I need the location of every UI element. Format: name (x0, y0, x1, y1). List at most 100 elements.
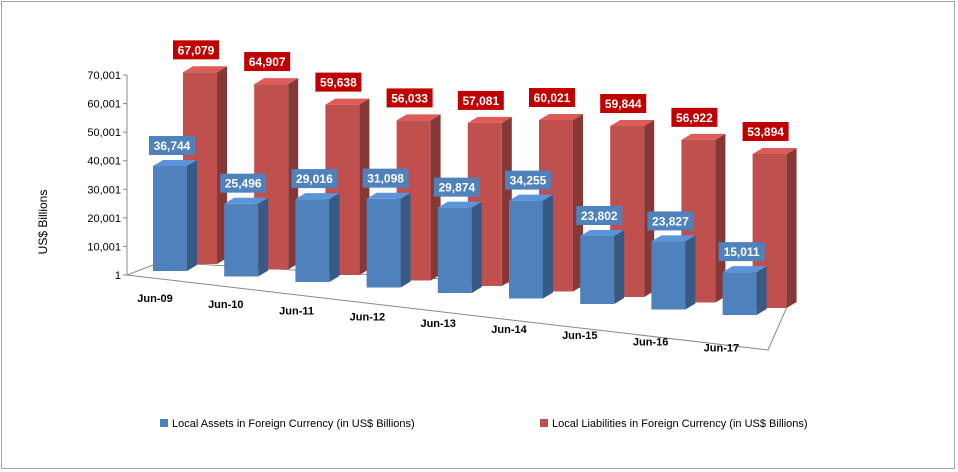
data-label-text: 29,016 (296, 172, 333, 186)
data-label-assets-Jun-13: 29,874 (433, 177, 480, 197)
data-label-bg (600, 94, 647, 114)
x-category-label: Jun-16 (633, 336, 668, 348)
bar-top-face (722, 266, 767, 273)
bar-side-face (329, 193, 340, 282)
bar-front-face (153, 166, 187, 271)
data-label-liabilities-Jun-12: 56,033 (386, 88, 433, 108)
bar-assets-Jun-13 (437, 201, 482, 293)
data-label-text: 57,081 (462, 94, 499, 108)
bar-side-face (614, 230, 625, 304)
bar-top-face (254, 78, 299, 85)
legend-label-assets: Local Assets in Foreign Currency (in US$… (172, 418, 415, 430)
data-label-text: 23,802 (581, 209, 618, 223)
data-label-liabilities-Jun-17: 53,894 (742, 122, 789, 142)
y-axis-title: US$ Billions (36, 190, 50, 255)
data-label-assets-Jun-17: 15,011 (718, 242, 765, 262)
data-label-bg (244, 52, 291, 72)
data-label-bg (433, 177, 480, 197)
data-label-bg (457, 90, 504, 110)
data-label-liabilities-Jun-13: 57,081 (457, 90, 504, 110)
x-category-label: Jun-09 (137, 293, 172, 305)
data-label-bg (220, 173, 267, 193)
bar-side-face (543, 194, 553, 299)
data-label-text: 53,894 (747, 125, 784, 139)
data-label-assets-Jun-11: 29,016 (291, 169, 338, 189)
bar-side-face (756, 266, 767, 315)
data-label-bg (315, 72, 362, 92)
x-axis-categories: Jun-09 Jun-10 Jun-11 Jun-12 Jun-13 Jun-14 Jun-… (137, 293, 739, 355)
y-tick-label: 10,001 (87, 241, 121, 253)
data-label-text: 56,922 (676, 111, 713, 125)
bar-assets-Jun-15 (580, 230, 625, 304)
bar-top-face (396, 114, 441, 121)
bar-front-face (295, 199, 330, 282)
bar-top-face (610, 120, 655, 126)
bar-assets-Jun-11 (295, 193, 340, 282)
data-label-text: 67,079 (178, 43, 215, 57)
bar-top-face (752, 148, 797, 154)
legend-swatch-assets (160, 419, 168, 427)
bar-top-face (366, 192, 411, 199)
data-label-text: 60,021 (534, 91, 571, 105)
y-axis: 1 10,001 20,001 30,001 40,001 50,001 60,001 70,… (87, 70, 128, 282)
data-label-text: 25,496 (225, 177, 262, 191)
data-label-assets-Jun-14: 34,255 (505, 170, 551, 190)
bar-top-face (681, 133, 726, 140)
legend: Local Assets in Foreign Currency (in US$… (160, 418, 808, 430)
x-category-label: Jun-15 (562, 330, 597, 342)
y-tick-label: 70,001 (87, 70, 121, 82)
bar-assets-Jun-09 (153, 160, 197, 271)
bar-top-face (224, 197, 269, 204)
legend-label-liabilities: Local Liabilities in Foreign Currency (i… (552, 418, 808, 430)
bar-front-face (651, 241, 686, 310)
bar-top-face (651, 235, 696, 242)
data-label-text: 34,255 (510, 174, 547, 188)
y-tick-label: 1 (115, 270, 121, 282)
bar-assets-Jun-10 (224, 197, 269, 277)
x-category-label: Jun-12 (350, 312, 385, 324)
bar-side-face (685, 235, 696, 310)
data-label-text: 56,033 (391, 91, 428, 105)
bar-side-face (258, 197, 269, 277)
bar-assets-Jun-12 (366, 192, 411, 288)
bar-top-face (539, 114, 583, 120)
bar-top-face (295, 193, 340, 200)
data-label-assets-Jun-12: 31,098 (362, 168, 409, 188)
data-label-assets-Jun-09: 36,744 (149, 136, 195, 156)
data-label-assets-Jun-15: 23,802 (576, 205, 623, 225)
bar-side-face (471, 201, 482, 293)
bar-front-face (366, 198, 401, 288)
data-label-bg (505, 170, 551, 190)
data-label-liabilities-Jun-09: 67,079 (173, 40, 219, 60)
data-label-text: 64,907 (249, 55, 286, 69)
data-label-liabilities-Jun-15: 59,844 (600, 94, 647, 114)
data-label-text: 29,874 (438, 181, 475, 195)
x-category-label: Jun-17 (704, 343, 739, 355)
x-category-label: Jun-13 (420, 318, 455, 330)
bar-side-face (786, 148, 797, 308)
data-label-liabilities-Jun-10: 64,907 (244, 52, 291, 72)
y-tick-label: 40,001 (87, 156, 121, 168)
data-label-bg (149, 136, 195, 156)
bar-front-face (722, 272, 757, 315)
data-label-bg (671, 107, 718, 127)
legend-swatch-liabilities (540, 419, 548, 427)
data-label-bg (576, 205, 623, 225)
x-category-label: Jun-14 (491, 324, 527, 336)
data-label-bg (291, 169, 338, 189)
bar-assets-Jun-16 (651, 235, 696, 310)
data-label-bg (647, 211, 694, 231)
bar-side-face (400, 192, 411, 288)
data-label-text: 59,638 (320, 76, 357, 90)
bar-top-face (183, 66, 227, 73)
bar-top-face (325, 98, 370, 105)
data-label-assets-Jun-10: 25,496 (220, 173, 267, 193)
bars (153, 66, 797, 315)
bar-top-face (580, 230, 625, 236)
data-label-text: 15,011 (724, 245, 760, 259)
bar-assets-Jun-14 (509, 194, 553, 299)
data-label-liabilities-Jun-16: 56,922 (671, 107, 718, 127)
data-label-liabilities-Jun-14: 60,021 (529, 88, 575, 108)
bar-top-face (153, 160, 197, 166)
